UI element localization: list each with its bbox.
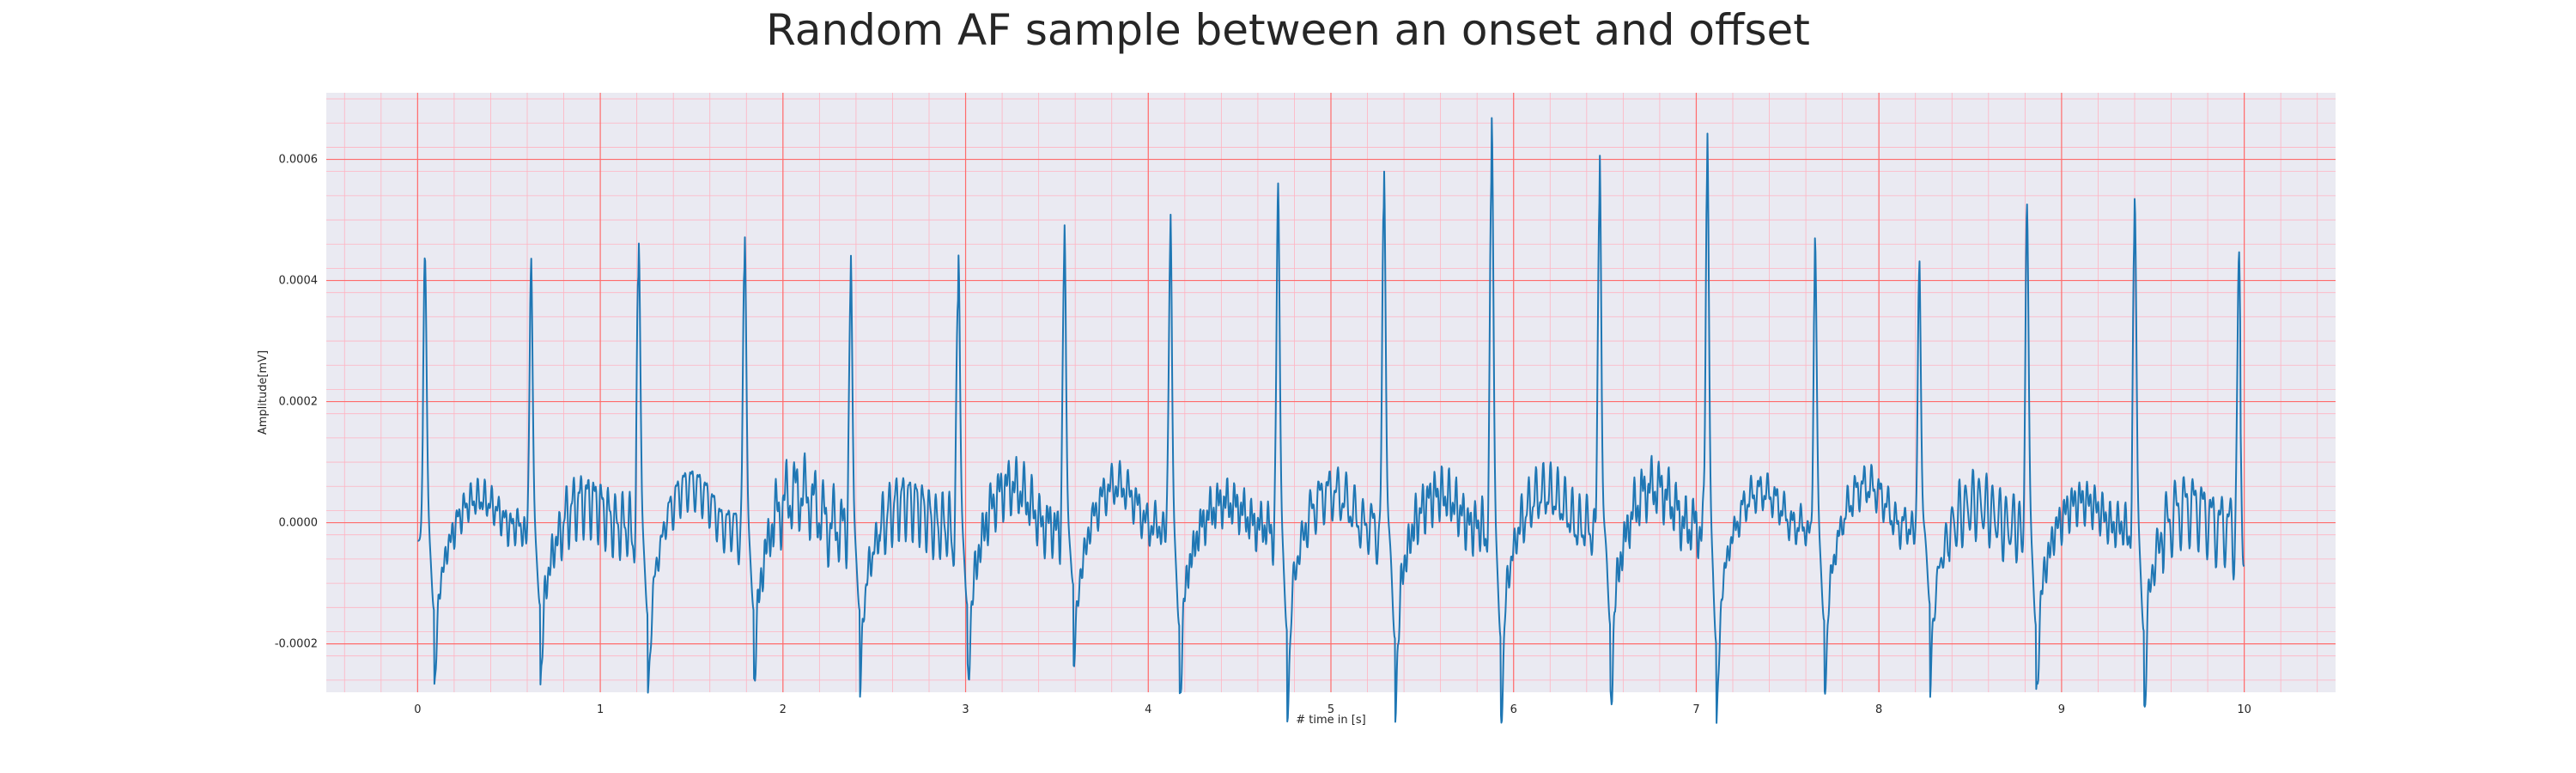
x-tick-label: 4 <box>1145 703 1151 716</box>
x-tick-label: 1 <box>597 703 604 716</box>
x-tick-label: 8 <box>1875 703 1882 716</box>
chart-title: Random AF sample between an onset and of… <box>766 5 1810 55</box>
x-tick-label: 0 <box>414 703 421 716</box>
y-axis-label: Amplitude[mV] <box>257 350 270 435</box>
x-tick-label: 10 <box>2237 703 2251 716</box>
x-tick-label: 3 <box>962 703 969 716</box>
y-tick-label: 0.0004 <box>279 275 319 288</box>
y-tick-label: 0.0006 <box>279 154 319 167</box>
ecg-signal-line <box>417 117 2245 724</box>
x-axis-label: # time in [s] <box>1296 714 1365 727</box>
y-tick-labels: -0.0002 0.0000 0.0002 0.0004 0.0006 <box>275 154 318 651</box>
major-grid <box>326 93 2336 692</box>
y-tick-label: 0.0000 <box>279 517 319 530</box>
series-layer <box>417 117 2245 724</box>
x-tick-label: 9 <box>2058 703 2065 716</box>
x-tick-label: 2 <box>780 703 787 716</box>
x-tick-label: 6 <box>1510 703 1517 716</box>
y-tick-label: -0.0002 <box>275 638 318 651</box>
x-tick-label: 5 <box>1327 703 1334 716</box>
x-tick-labels: 0 1 2 3 4 5 6 7 8 9 10 <box>414 703 2251 716</box>
x-tick-label: 7 <box>1692 703 1699 716</box>
y-tick-label: 0.0002 <box>279 396 319 409</box>
